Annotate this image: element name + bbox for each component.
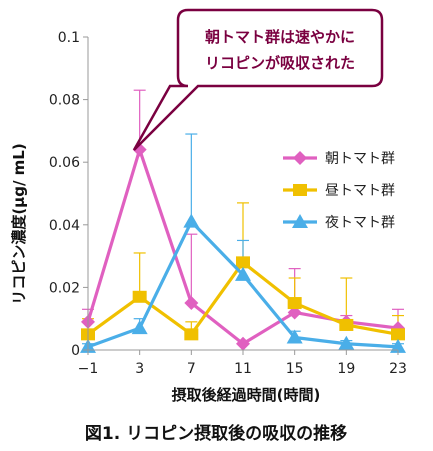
data-point — [235, 266, 251, 281]
y-axis: 0 0.02 0.04 0.06 0.08 0.1 — [49, 30, 89, 359]
legend-label: 朝トマト群 — [325, 151, 395, 167]
y-axis-title: リコピン濃度(μg/ mL) — [10, 143, 28, 304]
x-tick-label: −1 — [78, 361, 99, 377]
data-point — [286, 329, 303, 344]
data-point — [184, 296, 199, 311]
callout-bubble — [132, 8, 384, 151]
data-point — [287, 297, 302, 310]
data-point — [184, 328, 199, 341]
x-axis: −1 3 7 11 15 19 23 — [78, 349, 407, 377]
y-tick-label: 0.04 — [49, 218, 80, 234]
x-tick-label: 7 — [187, 361, 196, 377]
legend-marker — [293, 184, 307, 196]
figure-caption: 図1. リコピン摂取後の吸収の推移 — [85, 423, 347, 444]
x-axis-title: 摂取後経過時間(時間) — [172, 386, 321, 404]
data-point — [339, 318, 354, 331]
data-point — [236, 256, 250, 269]
legend-label: 昼トマト群 — [325, 183, 395, 199]
legend-label: 夜トマト群 — [325, 215, 395, 231]
x-tick-label: 19 — [337, 361, 355, 377]
data-point — [132, 290, 147, 303]
data-point — [338, 335, 355, 350]
x-tick-label: 3 — [135, 361, 144, 377]
callout-line-2: リコピンが吸収された — [205, 54, 355, 72]
x-tick-label: 23 — [389, 361, 407, 377]
data-point — [131, 320, 148, 335]
y-tick-label: 0 — [71, 343, 80, 359]
legend-marker — [293, 151, 307, 165]
data-point — [390, 338, 406, 353]
y-tick-label: 0.08 — [49, 93, 80, 109]
x-tick-label: 11 — [234, 361, 252, 377]
callout: 朝トマト群は速やかに リコピンが吸収された — [132, 8, 384, 151]
legend-marker — [292, 214, 308, 228]
x-tick-label: 15 — [286, 361, 304, 377]
data-point — [183, 213, 200, 228]
data-point — [236, 336, 250, 351]
y-tick-label: 0.06 — [49, 155, 80, 171]
data-point — [391, 328, 405, 341]
plot-area — [80, 142, 406, 353]
y-tick-label: 0.1 — [58, 30, 80, 46]
callout-line-1: 朝トマト群は速やかに — [205, 28, 355, 46]
y-tick-label: 0.02 — [49, 280, 80, 296]
